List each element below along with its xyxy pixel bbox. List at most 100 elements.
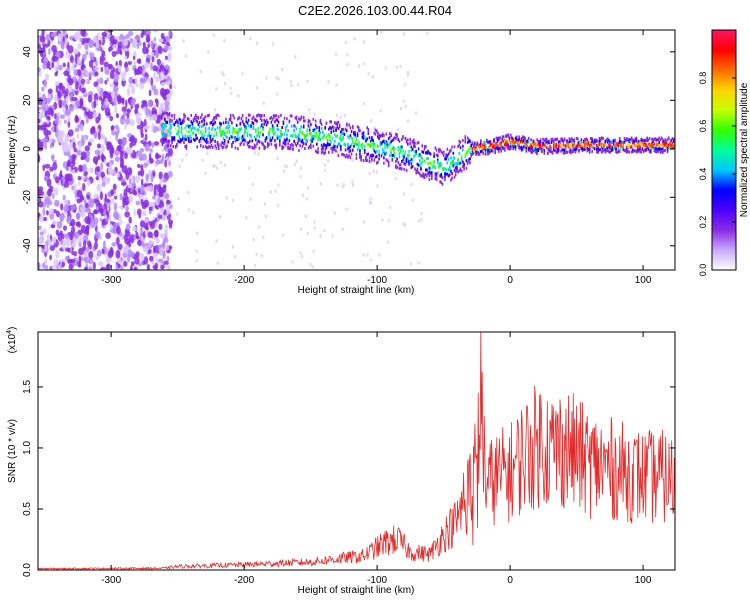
spectrogram-cell	[166, 134, 170, 138]
spectrogram-cell	[274, 131, 276, 135]
spectrogram-cell	[347, 155, 349, 159]
spectrogram-cell	[290, 134, 293, 138]
spectrogram-cell	[75, 80, 79, 90]
spectrogram-cell	[429, 152, 432, 156]
spectrogram-cell	[591, 140, 593, 144]
spectrogram-cell	[98, 77, 104, 85]
spectrogram-cell	[655, 147, 658, 151]
spectrogram-cell	[213, 116, 215, 120]
spectrogram-cell	[537, 139, 540, 143]
spectrogram-cell	[464, 135, 467, 139]
spectrogram-cell	[337, 120, 340, 124]
spectrogram-cell	[79, 37, 83, 42]
spectrogram-cell	[356, 132, 359, 136]
spectrogram-cell	[277, 120, 280, 124]
spectrogram-cell	[80, 30, 86, 37]
spectrogram-cell	[168, 118, 174, 124]
spectrogram-cell	[490, 145, 493, 149]
spectrogram-cell	[134, 266, 137, 270]
spectrogram-cell	[165, 75, 168, 80]
spectrogram-cell	[492, 142, 494, 146]
spectrogram-cell	[295, 117, 298, 121]
spectrogram-cell	[140, 164, 144, 170]
spectrogram-cell	[112, 39, 118, 45]
spectrogram-cell	[197, 123, 200, 127]
spectrogram-cell	[474, 149, 476, 153]
spectrogram-cell	[604, 142, 607, 146]
spectrogram-cell	[259, 125, 262, 129]
spectrogram-cell	[602, 149, 604, 153]
spectrogram-cell	[298, 117, 300, 121]
spectrogram-cell	[410, 145, 413, 149]
spectrogram-cell	[100, 135, 106, 140]
spectrogram-cell	[399, 150, 402, 154]
spectrogram-cell	[402, 154, 404, 158]
spectrogram-cell	[165, 243, 170, 251]
spectrogram-cell	[355, 156, 358, 160]
spectrogram-cell	[208, 144, 210, 148]
spectrogram-cell	[179, 118, 182, 122]
spectrogram-cell	[396, 127, 400, 132]
spectrogram-cell	[288, 139, 291, 143]
spectrogram-cell	[478, 145, 481, 149]
spectrogram-cell	[169, 84, 173, 90]
spectrogram-cell	[602, 137, 604, 141]
spectrogram-cell	[462, 160, 464, 164]
spectrogram-cell	[438, 165, 440, 169]
spectrogram-cell	[81, 134, 85, 143]
spectrogram-cell	[47, 238, 52, 247]
spectrogram-cell	[148, 109, 151, 115]
spectrogram-cell	[104, 68, 110, 75]
spectrogram-cell	[160, 264, 165, 270]
spectrogram-cell	[379, 134, 382, 138]
spectrogram-cell	[282, 169, 286, 174]
spectrogram-cell	[359, 152, 361, 156]
spectrogram-cell	[543, 151, 546, 155]
spectrogram-cell	[641, 138, 644, 142]
spectrogram-cell	[191, 121, 194, 125]
spectrogram-cell	[88, 250, 94, 259]
spectrogram-cell	[229, 113, 232, 117]
spectrogram-cell	[579, 144, 581, 148]
spectrogram-cell	[654, 150, 657, 154]
spectrogram-cell	[46, 97, 51, 104]
spectrogram-cell	[328, 143, 330, 147]
spectrogram-cell	[411, 158, 414, 162]
spectrogram-cell	[85, 246, 90, 252]
spectrogram-cell	[137, 66, 140, 75]
spectrogram-cell	[586, 143, 589, 147]
spectrogram-cell	[166, 113, 169, 117]
spectrogram-cell	[304, 135, 306, 139]
spectrogram-cell	[195, 133, 197, 137]
spectrogram-cell	[83, 198, 87, 205]
spectrogram-cell	[282, 141, 285, 145]
spectrogram-frame	[37, 29, 676, 271]
x-tick-label: -300	[101, 275, 121, 286]
spectrogram-cell	[343, 132, 346, 136]
spectrogram-cell	[211, 119, 214, 123]
spectrogram-cell	[390, 151, 392, 155]
spectrogram-cell	[615, 142, 617, 146]
spectrogram-cell	[673, 145, 675, 149]
spectrogram-cell	[69, 231, 74, 241]
spectrogram-cell	[483, 142, 486, 146]
spectrogram-cell	[452, 151, 455, 155]
spectrogram-cell	[385, 158, 388, 162]
spectrogram-cell	[468, 148, 470, 152]
spectrogram-cell	[476, 151, 479, 155]
spectrogram-cell	[652, 143, 654, 147]
spectrogram-cell	[408, 159, 410, 163]
spectrogram-cell	[337, 154, 340, 158]
spectrogram-cell	[417, 163, 420, 167]
spectrogram-cell	[288, 147, 291, 151]
spectrogram-cell	[164, 132, 166, 136]
spectrogram-cell	[320, 151, 323, 155]
spectrogram-cell	[415, 171, 418, 175]
spectrogram-cell	[572, 143, 574, 147]
spectrogram-cell	[399, 64, 402, 69]
spectrogram-cell	[640, 138, 643, 142]
spectrogram-cell	[532, 139, 535, 143]
spectrogram-cell	[422, 175, 425, 179]
spectrogram-cell	[386, 159, 389, 163]
spectrogram-cell	[560, 143, 562, 147]
